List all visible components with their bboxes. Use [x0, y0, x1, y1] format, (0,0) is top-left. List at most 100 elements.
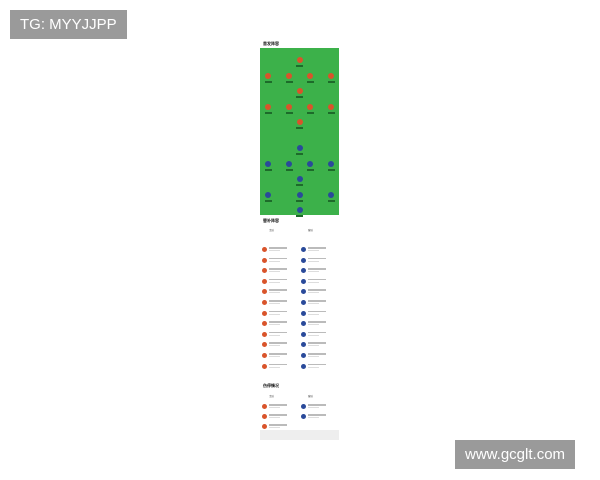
list-item[interactable] [262, 413, 299, 421]
away-player[interactable] [296, 207, 303, 213]
list-item[interactable] [262, 341, 299, 349]
home-player[interactable] [307, 72, 313, 79]
list-item[interactable] [301, 363, 338, 371]
player-avatar [301, 414, 306, 419]
player-avatar [262, 363, 267, 369]
player-info [308, 292, 319, 294]
away-player[interactable] [265, 160, 271, 167]
player-name-tag [285, 111, 293, 114]
away-player[interactable] [296, 191, 303, 198]
list-item[interactable] [301, 288, 338, 296]
player-avatar [262, 342, 267, 348]
player-avatar [301, 268, 306, 274]
list-item[interactable] [301, 331, 338, 339]
list-item[interactable] [301, 352, 338, 360]
home-player[interactable] [307, 103, 313, 110]
home-player[interactable] [296, 88, 303, 94]
list-item[interactable] [301, 320, 338, 328]
player-info [269, 303, 280, 304]
list-item[interactable] [262, 267, 299, 275]
player-info [269, 417, 280, 418]
player-name-tag [327, 168, 335, 171]
list-item[interactable] [262, 403, 299, 411]
home-player[interactable] [265, 72, 271, 79]
list-item[interactable] [262, 363, 299, 371]
list-item[interactable] [262, 288, 299, 296]
player-info [269, 427, 280, 428]
list-item[interactable] [262, 310, 299, 318]
list-item[interactable] [262, 331, 299, 339]
player-avatar [301, 247, 306, 252]
player-name-tag [296, 127, 303, 129]
player-name [269, 404, 287, 406]
list-item[interactable] [262, 257, 299, 265]
home-player[interactable] [296, 119, 303, 125]
player-avatar [262, 321, 267, 327]
player-info [308, 356, 319, 357]
pitch [260, 48, 339, 217]
list-item[interactable] [301, 278, 338, 286]
home-player[interactable] [328, 103, 334, 110]
player-name [308, 331, 326, 334]
list-item[interactable] [301, 341, 338, 349]
home-player[interactable] [328, 72, 334, 79]
player-name [308, 310, 326, 313]
player-name [308, 414, 326, 416]
list-item[interactable] [262, 278, 299, 286]
list-item[interactable] [262, 423, 299, 431]
player-info [308, 345, 319, 347]
away-player[interactable] [296, 176, 303, 182]
player-avatar [262, 278, 267, 284]
away-player[interactable] [296, 145, 303, 151]
list-item[interactable] [301, 413, 338, 421]
home-player[interactable] [286, 72, 292, 79]
list-item[interactable] [262, 352, 299, 360]
list-item[interactable] [301, 310, 338, 318]
player-avatar [301, 353, 306, 358]
away-player[interactable] [328, 160, 334, 167]
list-item[interactable] [301, 299, 338, 307]
away-player[interactable] [286, 160, 292, 167]
player-name [269, 300, 287, 302]
player-info [308, 250, 319, 251]
player-name-tag [264, 168, 272, 171]
player-info [308, 260, 319, 262]
player-avatar [262, 247, 267, 252]
player-name [269, 414, 287, 416]
player-name-tag [327, 111, 335, 114]
player-avatar [301, 278, 306, 284]
injuries-title: 伤停情况 [263, 383, 279, 388]
home-team-label: 主队 [269, 229, 275, 232]
home-player[interactable] [296, 57, 303, 63]
player-name-tag [296, 65, 303, 67]
player-info [308, 281, 319, 283]
home-player[interactable] [265, 103, 271, 110]
player-name [308, 257, 326, 260]
list-item[interactable] [301, 246, 338, 254]
list-item[interactable] [262, 246, 299, 254]
away-player[interactable] [328, 191, 334, 198]
player-info [269, 292, 280, 294]
player-info [269, 366, 280, 368]
player-avatar [301, 321, 306, 327]
list-item[interactable] [301, 403, 338, 411]
player-name [269, 363, 287, 366]
player-info [308, 407, 319, 408]
list-item[interactable] [301, 257, 338, 265]
list-item[interactable] [301, 267, 338, 275]
player-info [269, 356, 280, 357]
home-player[interactable] [286, 103, 292, 110]
away-player[interactable] [307, 160, 313, 167]
player-avatar [301, 363, 306, 369]
list-item[interactable] [262, 320, 299, 328]
player-name [308, 342, 326, 344]
away-player[interactable] [265, 191, 271, 198]
player-name-tag [306, 80, 314, 83]
player-info [269, 260, 280, 262]
player-name [269, 310, 287, 313]
list-item[interactable] [262, 299, 299, 307]
player-name-tag [264, 199, 272, 202]
player-avatar [262, 353, 267, 358]
player-name [308, 278, 326, 281]
player-info [269, 334, 280, 336]
